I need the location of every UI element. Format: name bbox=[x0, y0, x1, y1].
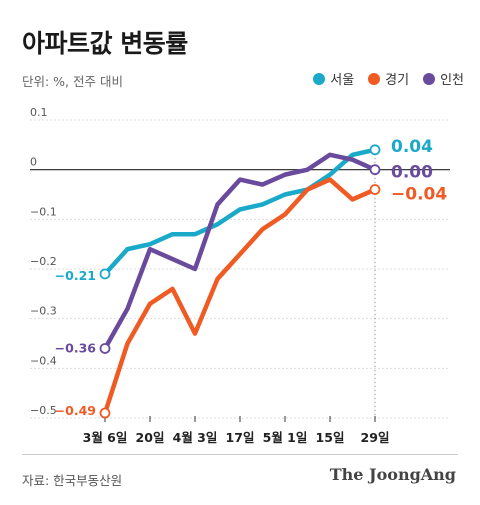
x-tick-label: 20일 bbox=[136, 430, 165, 445]
series-line-seoul bbox=[102, 147, 378, 277]
legend-item-seoul: 서울 bbox=[313, 69, 354, 88]
legend-dot-seoul bbox=[313, 72, 326, 85]
series-point-seoul bbox=[99, 268, 111, 280]
y-tick-label: −0.4 bbox=[30, 354, 57, 367]
series-point-incheon bbox=[99, 343, 111, 354]
legend-item-gyeonggi: 경기 bbox=[368, 69, 409, 88]
legend-label-incheon: 인천 bbox=[440, 73, 464, 88]
x-tick-label: 17일 bbox=[226, 430, 255, 445]
chart-title: 아파트값 변동률 bbox=[22, 29, 188, 58]
end-label-incheon: 0.00 bbox=[391, 163, 433, 183]
x-tick-label: 29일 bbox=[361, 430, 390, 445]
source-note: 자료: 한국부동산원 bbox=[22, 473, 123, 488]
footer-divider bbox=[22, 454, 458, 455]
legend: 서울 경기 인천 bbox=[313, 69, 464, 88]
legend-dot-gyeonggi bbox=[368, 72, 381, 85]
series-point-incheon bbox=[369, 164, 381, 176]
y-tick-label: 0 bbox=[30, 156, 37, 169]
series-point-gyeonggi bbox=[99, 407, 111, 419]
legend-label-seoul: 서울 bbox=[330, 73, 355, 88]
end-label-seoul: 0.04 bbox=[391, 137, 433, 157]
y-tick-label: −0.1 bbox=[30, 205, 57, 218]
x-tick-label: 15일 bbox=[316, 430, 345, 445]
y-tick-label: −0.5 bbox=[30, 404, 57, 417]
publisher-logo: The JoongAng bbox=[329, 465, 456, 484]
x-tick-label: 4월 3일 bbox=[173, 430, 218, 445]
y-tick-label: −0.3 bbox=[30, 305, 57, 318]
legend-label-gyeonggi: 경기 bbox=[385, 73, 410, 88]
series-point-seoul bbox=[369, 144, 381, 156]
series-line-incheon bbox=[102, 152, 378, 351]
x-tick-label: 5월 1일 bbox=[263, 430, 308, 445]
series-point-gyeonggi bbox=[369, 184, 381, 195]
unit-note: 단위: %, 전주 대비 bbox=[22, 74, 123, 89]
legend-item-incheon: 인천 bbox=[423, 69, 464, 88]
x-tick-label: 3월 6일 bbox=[83, 430, 128, 445]
start-label-incheon: −0.36 bbox=[55, 340, 97, 355]
start-label-gyeonggi: −0.49 bbox=[55, 403, 96, 418]
y-tick-label: 0.1 bbox=[30, 106, 48, 119]
start-label-seoul: −0.21 bbox=[55, 268, 96, 283]
end-label-gyeonggi: −0.04 bbox=[391, 185, 447, 205]
y-tick-label: −0.2 bbox=[30, 255, 57, 268]
series-line-gyeonggi bbox=[102, 177, 378, 416]
legend-dot-incheon bbox=[423, 72, 436, 85]
